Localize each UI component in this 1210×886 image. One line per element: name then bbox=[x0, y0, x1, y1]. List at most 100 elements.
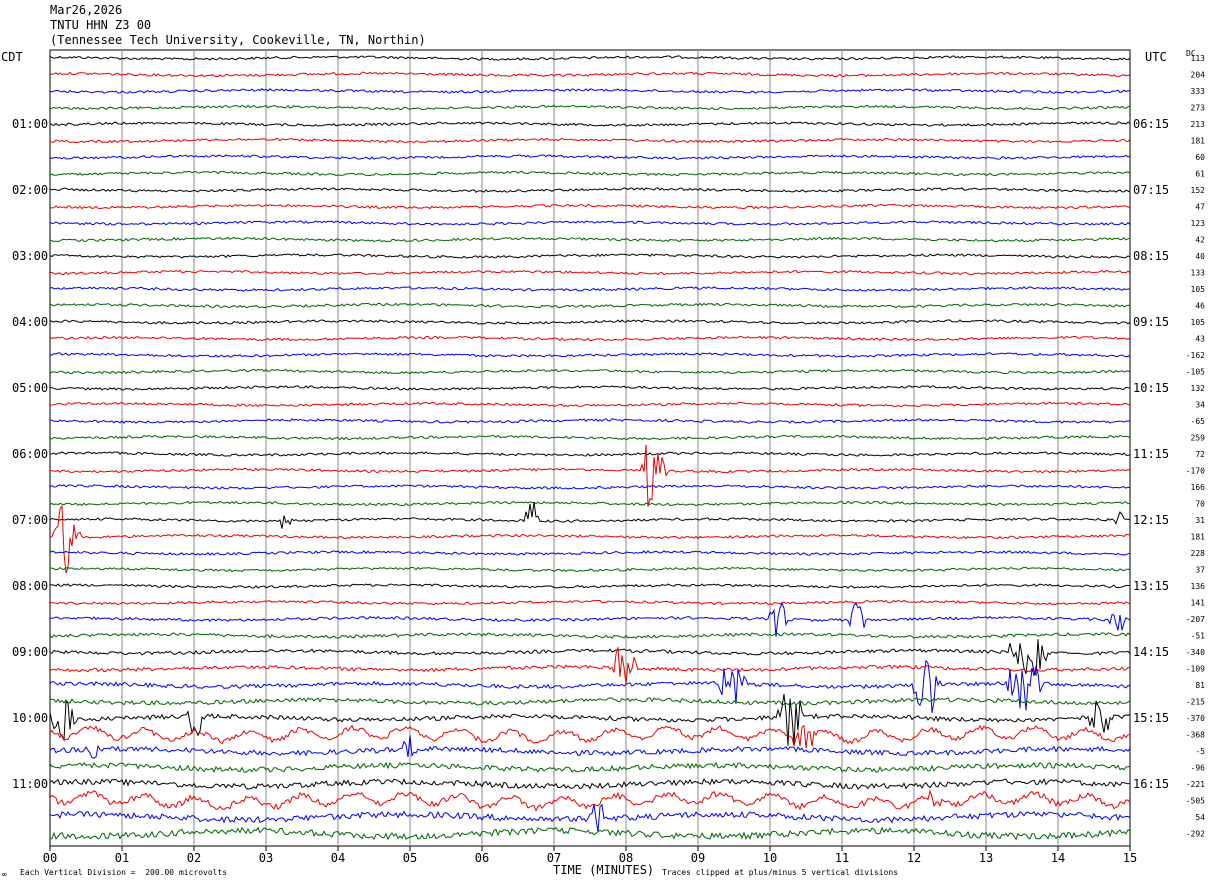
dc-offset-label: 42 bbox=[1195, 236, 1205, 245]
x-tick-label: 08 bbox=[619, 851, 633, 865]
x-tick-label: 04 bbox=[331, 851, 345, 865]
trace-row-38 bbox=[49, 659, 1131, 713]
right-hour-label: 11:15 bbox=[1133, 447, 1169, 461]
right-hour-label: 06:15 bbox=[1133, 117, 1169, 131]
left-hour-label: 01:00 bbox=[12, 117, 48, 131]
dc-offset-label: 123 bbox=[1191, 219, 1206, 228]
trace-row-46 bbox=[49, 803, 1131, 833]
left-hour-label: 04:00 bbox=[12, 315, 48, 329]
right-hour-label: 14:15 bbox=[1133, 645, 1169, 659]
footer-clip-note: Traces clipped at plus/minus 5 vertical … bbox=[662, 868, 899, 877]
dc-offset-label: 60 bbox=[1195, 153, 1205, 162]
right-hour-label: 10:15 bbox=[1133, 381, 1169, 395]
trace-row-30 bbox=[49, 550, 1131, 556]
trace-row-37 bbox=[49, 647, 1131, 685]
trace-row-40 bbox=[49, 694, 1131, 746]
footer-scale-note: Each Vertical Division = 200.00 microvol… bbox=[20, 868, 228, 877]
dc-offset-label: -105 bbox=[1186, 368, 1205, 377]
trace-row-39 bbox=[49, 697, 1131, 706]
trace-row-25 bbox=[49, 444, 1131, 507]
left-hour-label: 03:00 bbox=[12, 249, 48, 263]
dc-offset-label: -51 bbox=[1191, 632, 1206, 641]
trace-row-24 bbox=[49, 451, 1131, 457]
dc-offset-label: 228 bbox=[1191, 549, 1206, 558]
right-hour-label: 13:15 bbox=[1133, 579, 1169, 593]
dc-offset-label: -65 bbox=[1191, 417, 1206, 426]
x-tick-label: 10 bbox=[763, 851, 777, 865]
trace-row-45 bbox=[49, 789, 1131, 812]
dc-offset-label: 105 bbox=[1191, 318, 1206, 327]
trace-row-17 bbox=[49, 335, 1131, 342]
trace-row-13 bbox=[49, 269, 1131, 276]
trace-row-42 bbox=[49, 735, 1131, 759]
dc-offset-label: -505 bbox=[1186, 797, 1205, 806]
x-tick-label: 11 bbox=[835, 851, 849, 865]
dc-offset-label: -292 bbox=[1186, 830, 1205, 839]
x-tick-label: 02 bbox=[187, 851, 201, 865]
right-hour-label: 16:15 bbox=[1133, 777, 1169, 791]
left-hour-label: 05:00 bbox=[12, 381, 48, 395]
dc-offset-label: -221 bbox=[1186, 780, 1205, 789]
trace-row-1 bbox=[49, 71, 1131, 78]
trace-row-33 bbox=[49, 599, 1131, 606]
dc-offset-label: 181 bbox=[1191, 533, 1206, 542]
right-hour-label: 15:15 bbox=[1133, 711, 1169, 725]
dc-offset-label: 81 bbox=[1195, 681, 1205, 690]
trace-row-21 bbox=[49, 401, 1131, 408]
trace-row-26 bbox=[49, 484, 1131, 490]
dc-offset-label: -96 bbox=[1191, 764, 1206, 773]
trace-row-7 bbox=[49, 170, 1131, 177]
header-date: Mar26,2026 bbox=[50, 3, 123, 17]
dc-offset-label: 273 bbox=[1191, 104, 1206, 113]
trace-row-12 bbox=[49, 253, 1131, 259]
trace-row-10 bbox=[49, 220, 1131, 226]
dc-offset-label: 113 bbox=[1191, 54, 1206, 63]
trace-row-4 bbox=[49, 121, 1131, 127]
dc-offset-label: -370 bbox=[1186, 714, 1205, 723]
trace-row-41 bbox=[49, 724, 1131, 748]
dc-offset-label: 166 bbox=[1191, 483, 1206, 492]
x-tick-label: 14 bbox=[1051, 851, 1065, 865]
trace-row-11 bbox=[49, 236, 1131, 243]
right-hour-label: 12:15 bbox=[1133, 513, 1169, 527]
dc-offset-label: 259 bbox=[1191, 434, 1206, 443]
dc-offset-label: 61 bbox=[1195, 170, 1205, 179]
left-hour-label: 11:00 bbox=[12, 777, 48, 791]
footer-mark: ∞ bbox=[2, 870, 7, 879]
left-hour-label: 09:00 bbox=[12, 645, 48, 659]
x-axis-label: TIME (MINUTES) bbox=[553, 863, 655, 877]
trace-row-47 bbox=[49, 826, 1131, 841]
x-tick-label: 15 bbox=[1123, 851, 1137, 865]
dc-offset-label: 43 bbox=[1195, 335, 1205, 344]
dc-offset-label: -215 bbox=[1186, 698, 1205, 707]
trace-row-28 bbox=[49, 502, 1131, 529]
trace-row-35 bbox=[49, 632, 1131, 639]
trace-row-36 bbox=[49, 639, 1131, 677]
trace-row-3 bbox=[49, 104, 1131, 111]
left-hour-label: 06:00 bbox=[12, 447, 48, 461]
dc-offset-label: -368 bbox=[1186, 731, 1205, 740]
dc-offset-label: 70 bbox=[1195, 500, 1205, 509]
trace-row-31 bbox=[49, 566, 1131, 573]
dc-offset-label: 54 bbox=[1195, 813, 1205, 822]
dc-offset-label: 181 bbox=[1191, 137, 1206, 146]
dc-offset-label: 46 bbox=[1195, 302, 1205, 311]
right-hour-label: 08:15 bbox=[1133, 249, 1169, 263]
trace-row-32 bbox=[49, 583, 1130, 589]
dc-offset-label: -340 bbox=[1186, 648, 1205, 657]
left-hour-label: 02:00 bbox=[12, 183, 48, 197]
left-hour-label: 07:00 bbox=[12, 513, 48, 527]
dc-offset-label: 47 bbox=[1195, 203, 1205, 212]
plot-frame bbox=[49, 49, 1131, 847]
dc-offset-label: -170 bbox=[1186, 467, 1205, 476]
right-hour-label: 09:15 bbox=[1133, 315, 1169, 329]
trace-row-6 bbox=[49, 154, 1131, 160]
trace-row-20 bbox=[49, 385, 1131, 391]
trace-row-15 bbox=[49, 302, 1131, 309]
x-tick-label: 07 bbox=[547, 851, 561, 865]
dc-offset-label: 132 bbox=[1191, 384, 1206, 393]
trace-row-9 bbox=[49, 203, 1131, 210]
dc-offset-label: 333 bbox=[1191, 87, 1206, 96]
dc-header-label: DC bbox=[1186, 49, 1196, 58]
